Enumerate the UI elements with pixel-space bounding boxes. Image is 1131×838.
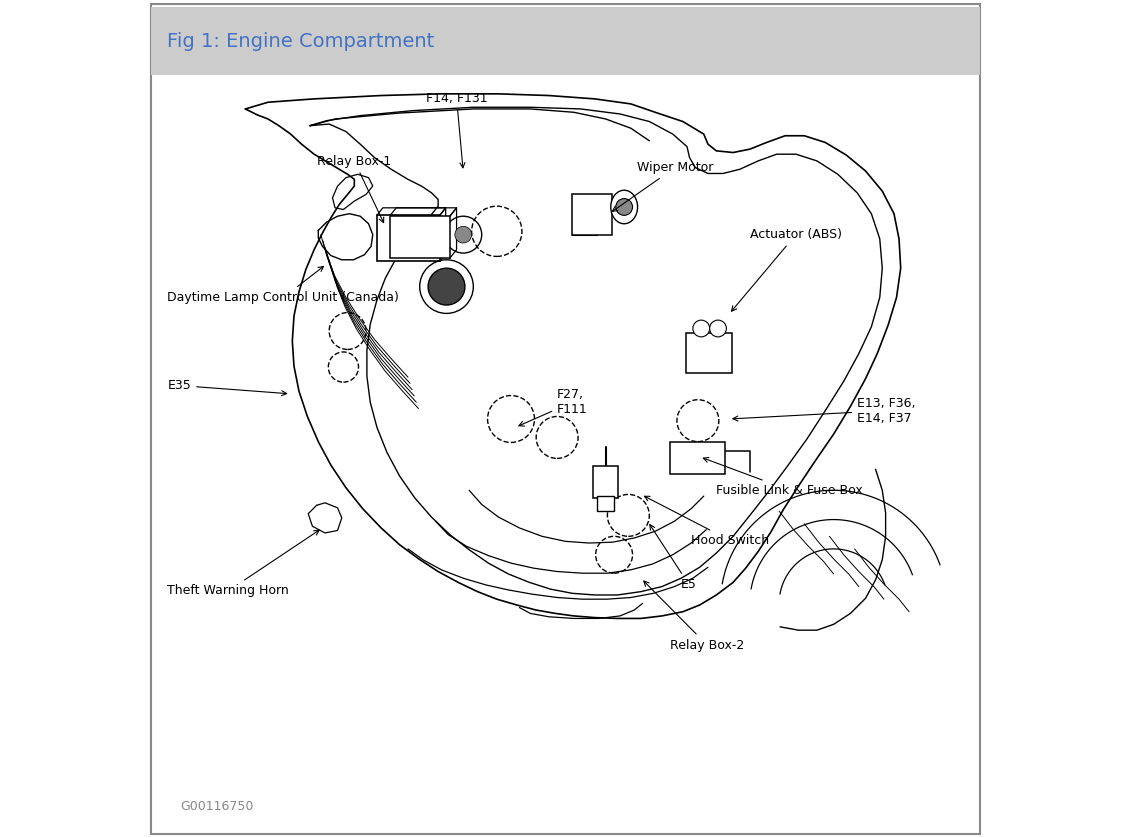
Circle shape <box>693 320 709 337</box>
Circle shape <box>709 320 726 337</box>
FancyBboxPatch shape <box>572 194 612 235</box>
Text: E5: E5 <box>650 525 697 592</box>
Circle shape <box>615 199 632 215</box>
Text: E13, F36,
E14, F37: E13, F36, E14, F37 <box>733 396 916 425</box>
Circle shape <box>455 226 472 243</box>
FancyBboxPatch shape <box>389 216 450 258</box>
Text: Actuator (ABS): Actuator (ABS) <box>732 228 841 311</box>
Text: F27,
F111: F27, F111 <box>519 388 588 426</box>
Ellipse shape <box>611 190 638 224</box>
FancyBboxPatch shape <box>687 333 732 373</box>
Text: Relay Box-1: Relay Box-1 <box>317 154 391 223</box>
FancyBboxPatch shape <box>150 4 981 834</box>
FancyBboxPatch shape <box>593 466 619 498</box>
Text: Daytime Lamp Control Unit (Canada): Daytime Lamp Control Unit (Canada) <box>167 266 399 304</box>
Text: Relay Box-2: Relay Box-2 <box>644 581 744 652</box>
Text: F14, F131: F14, F131 <box>425 91 487 168</box>
Text: Fusible Link & Fuse Box: Fusible Link & Fuse Box <box>703 458 863 497</box>
Text: Theft Warning Horn: Theft Warning Horn <box>167 530 319 597</box>
FancyBboxPatch shape <box>597 496 614 511</box>
FancyBboxPatch shape <box>150 7 981 75</box>
FancyBboxPatch shape <box>377 215 440 261</box>
Circle shape <box>428 268 465 305</box>
Text: E35: E35 <box>167 379 286 396</box>
Text: G00116750: G00116750 <box>180 799 253 813</box>
FancyBboxPatch shape <box>671 442 725 474</box>
Text: Wiper Motor: Wiper Motor <box>612 161 714 211</box>
Text: Fig 1: Engine Compartment: Fig 1: Engine Compartment <box>167 32 434 50</box>
Text: Hood Switch: Hood Switch <box>645 496 769 547</box>
